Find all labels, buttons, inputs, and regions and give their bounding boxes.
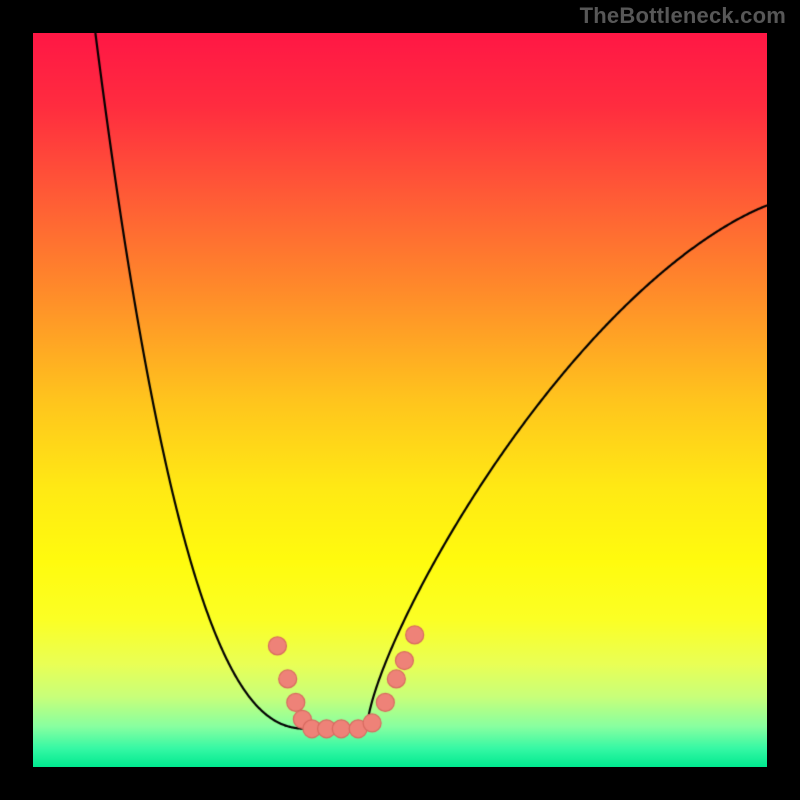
curve-canvas	[0, 0, 800, 800]
watermark-text: TheBottleneck.com	[580, 3, 786, 29]
chart-root: TheBottleneck.com	[0, 0, 800, 800]
